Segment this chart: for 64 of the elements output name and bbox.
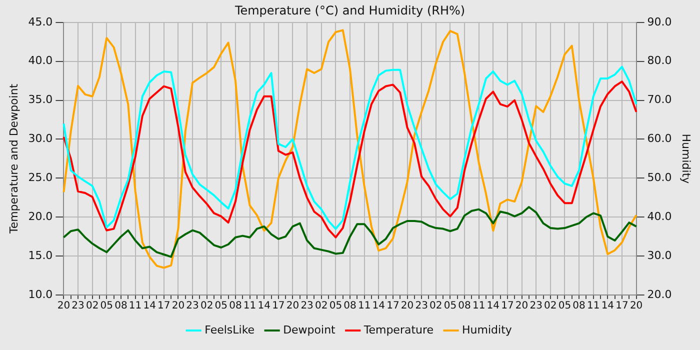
x-tick-label: 14 (258, 300, 270, 312)
x-tick-label: 23 (72, 300, 84, 312)
y-tick-label: 25.0 (28, 171, 53, 184)
chart-title: Temperature (°C) and Humidity (RH%) (234, 3, 466, 18)
x-tick-label: 23 (300, 300, 314, 312)
y2-tick-label: 80.0 (647, 54, 672, 68)
legend-label: Humidity (462, 323, 512, 336)
x-tick-label: 11 (128, 300, 142, 312)
x-tick-label: 14 (372, 300, 385, 312)
x-tick-label: 20 (400, 300, 414, 312)
y-tick-label: 30.0 (28, 132, 53, 146)
x-tick-label: 23 (530, 300, 542, 312)
y-tick-label: 15.0 (28, 248, 53, 262)
x-tick-label: 11 (243, 300, 256, 312)
x-tick-label: 14 (486, 300, 500, 312)
x-tick-label: 08 (344, 300, 356, 312)
y2-tick-label: 20.0 (647, 288, 672, 301)
x-tick-label: 05 (329, 300, 342, 312)
legend-label: Dewpoint (283, 323, 336, 336)
x-tick-label: 02 (315, 300, 328, 312)
x-tick-label: 17 (158, 300, 170, 312)
y-tick-label: 10.0 (28, 288, 53, 301)
x-tick-label: 20 (286, 300, 300, 312)
x-tick-label: 08 (114, 300, 128, 312)
x-tick-label: 14 (143, 300, 156, 312)
x-tick-label: 02 (430, 300, 442, 312)
x-tick-label: 11 (472, 300, 486, 312)
x-tick-label: 05 (214, 300, 228, 312)
x-tick-label: 11 (358, 300, 371, 312)
x-tick-label: 20 (57, 300, 70, 312)
x-tick-label: 11 (586, 300, 600, 312)
x-tick-label: 17 (386, 300, 400, 312)
y2-tick-label: 40.0 (647, 210, 672, 223)
x-tick-label: 17 (501, 300, 514, 312)
legend-label: FeelsLike (204, 323, 255, 336)
x-tick-label: 14 (601, 300, 614, 312)
x-tick-label: 05 (100, 300, 114, 312)
x-tick-label: 20 (630, 300, 643, 312)
y2-tick-label: 30.0 (647, 248, 672, 262)
x-tick-label: 02 (200, 300, 214, 312)
x-tick-label: 20 (172, 300, 185, 312)
y2-tick-label: 90.0 (647, 15, 672, 28)
legend-label: Temperature (362, 323, 434, 336)
x-tick-label: 08 (572, 300, 586, 312)
x-tick-label: 17 (616, 300, 628, 312)
y-tick-label: 40.0 (28, 54, 53, 68)
x-tick-label: 23 (186, 300, 199, 312)
x-tick-label: 02 (86, 300, 99, 312)
x-tick-label: 05 (558, 300, 572, 312)
y-tick-label: 20.0 (28, 210, 53, 223)
x-tick-label: 23 (415, 300, 428, 312)
x-tick-label: 08 (229, 300, 242, 312)
y2-axis-title: Humidity (680, 134, 693, 184)
x-tick-label: 08 (458, 300, 471, 312)
y-tick-label: 45.0 (28, 15, 53, 28)
x-tick-label: 17 (272, 300, 285, 312)
y-tick-label: 35.0 (28, 93, 53, 106)
y2-tick-label: 70.0 (647, 93, 672, 106)
y-axis-title: Temperature and Dewpoint (7, 83, 20, 235)
y2-tick-label: 50.0 (647, 171, 672, 184)
x-tick-label: 02 (544, 300, 557, 312)
x-tick-label: 05 (444, 300, 457, 312)
x-tick-label: 20 (515, 300, 528, 312)
y2-tick-label: 60.0 (647, 132, 672, 146)
